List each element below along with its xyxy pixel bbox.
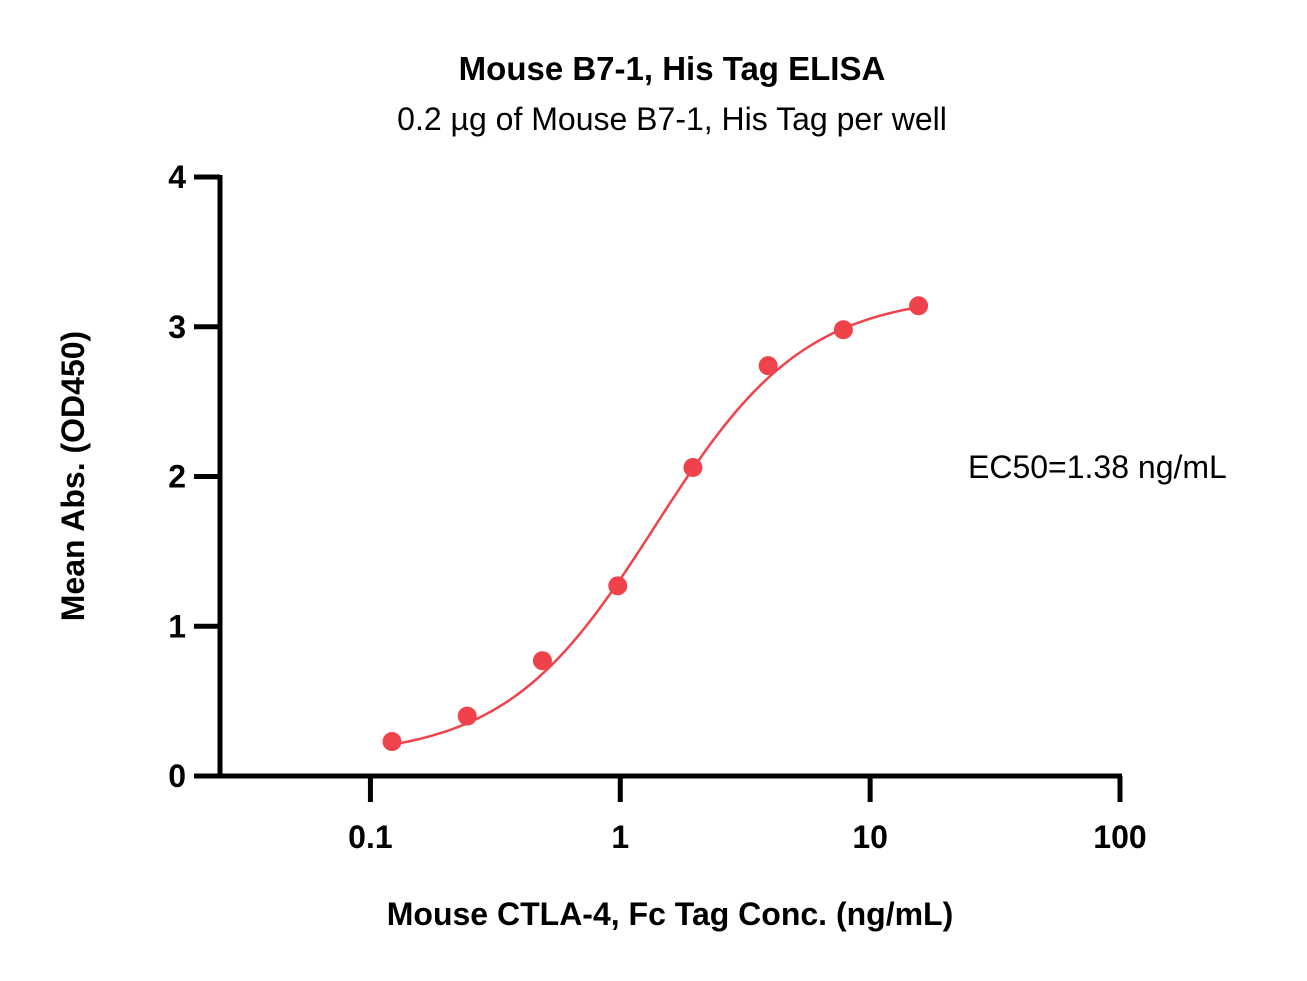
- data-point: [608, 576, 628, 596]
- data-point: [833, 320, 853, 340]
- x-tick-label: 10: [852, 819, 888, 855]
- y-tick-label: 0: [168, 758, 186, 794]
- chart-subtitle: 0.2 µg of Mouse B7-1, His Tag per well: [397, 101, 947, 137]
- x-tick-label: 0.1: [348, 819, 392, 855]
- y-tick-label: 1: [168, 608, 186, 644]
- y-tick-label: 2: [168, 459, 186, 495]
- y-tick-label: 4: [168, 159, 186, 195]
- data-point: [683, 458, 703, 478]
- data-point: [457, 706, 477, 726]
- ec50-annotation: EC50=1.38 ng/mL: [968, 449, 1227, 485]
- y-axis-label: Mean Abs. (OD450): [55, 331, 91, 621]
- data-point: [758, 356, 778, 376]
- data-point: [532, 651, 552, 671]
- fit-curve: [391, 305, 919, 746]
- y-tick-label: 3: [168, 309, 186, 345]
- x-tick-label: 100: [1093, 819, 1146, 855]
- y-ticks: 0 1 2 3 4: [168, 159, 220, 794]
- chart-title: Mouse B7-1, His Tag ELISA: [459, 50, 886, 87]
- data-points: [382, 296, 929, 752]
- x-ticks: 0.1 1 10 100: [348, 776, 1147, 855]
- x-axis-label: Mouse CTLA-4, Fc Tag Conc. (ng/mL): [387, 896, 954, 932]
- data-point: [909, 296, 929, 316]
- x-tick-label: 1: [611, 819, 629, 855]
- data-point: [382, 732, 402, 752]
